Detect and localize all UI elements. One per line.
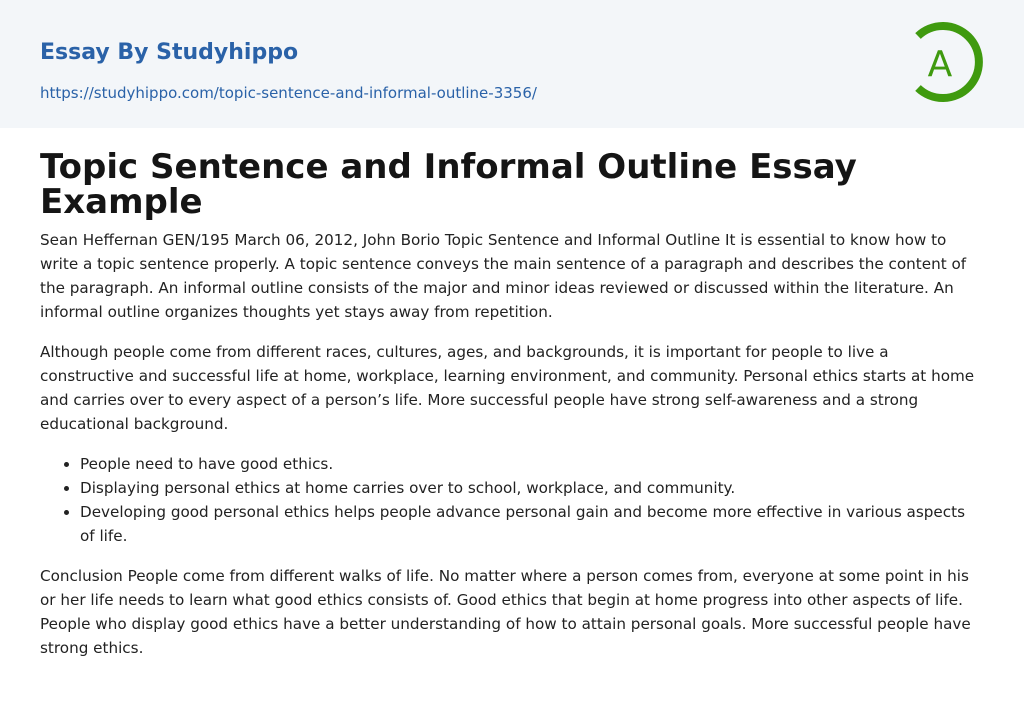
source-url-link[interactable]: https://studyhippo.com/topic-sentence-an…	[40, 84, 537, 102]
list-item: People need to have good ethics.	[80, 452, 984, 476]
studyhippo-logo-icon[interactable]: A	[910, 18, 988, 106]
logo-letter: A	[928, 44, 953, 85]
list-item: Displaying personal ethics at home carri…	[80, 476, 984, 500]
conclusion-paragraph: Conclusion People come from different wa…	[40, 567, 971, 657]
list-item: Developing good personal ethics helps pe…	[80, 500, 984, 548]
article-body: Sean Heffernan GEN/195 March 06, 2012, J…	[40, 228, 984, 676]
site-header: Essay By Studyhippo https://studyhippo.c…	[0, 0, 1024, 128]
bullet-list: People need to have good ethics. Display…	[40, 452, 984, 548]
paragraph: Sean Heffernan GEN/195 March 06, 2012, J…	[40, 231, 967, 321]
paragraph: Although people come from different race…	[40, 343, 975, 433]
site-title[interactable]: Essay By Studyhippo	[40, 40, 299, 65]
page-title: Topic Sentence and Informal Outline Essa…	[40, 147, 857, 222]
